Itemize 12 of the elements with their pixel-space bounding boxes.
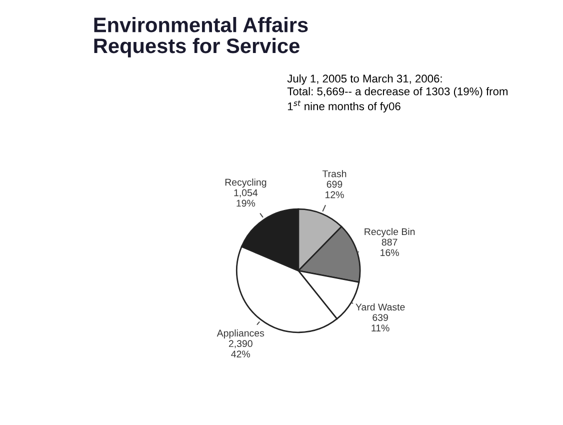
slice-label: Trash xyxy=(322,170,346,178)
data-label: 2,390 42% xyxy=(228,340,252,358)
data-label: 639 11% xyxy=(372,314,390,332)
slice-label: Recycling xyxy=(225,178,266,188)
data-label: 699 12% xyxy=(326,180,344,198)
data-label: 887 16% xyxy=(380,238,399,256)
slice-label: Appliances xyxy=(216,329,264,338)
chart-subtitle: July 1, 2005 to March 31, 2006: Total: 5,669-- a decrease of 1303 (19%) from 1$^{st}$ nine months of fy06 xyxy=(287,74,508,112)
slice-label: Yard Waste xyxy=(356,303,405,311)
slice-label: Recycle Bin xyxy=(364,228,415,238)
chart-title: Environmental Affairs Requests for Service xyxy=(94,17,308,58)
data-label: 1,054 19% xyxy=(234,189,258,207)
